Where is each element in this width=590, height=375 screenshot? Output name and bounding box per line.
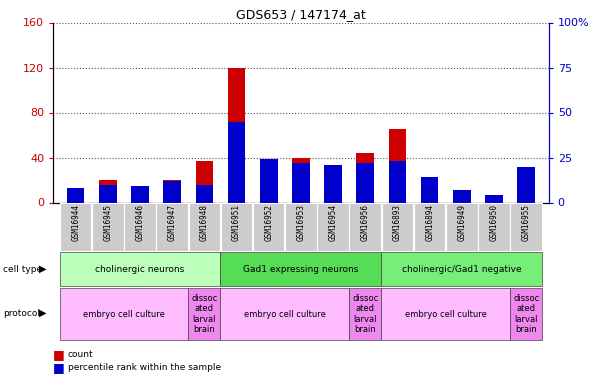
- Bar: [189, 203, 220, 251]
- Bar: [99, 180, 117, 203]
- Bar: [389, 161, 407, 202]
- Bar: [324, 165, 342, 202]
- Bar: [356, 163, 374, 202]
- Text: GSM16949: GSM16949: [457, 204, 466, 241]
- Text: dissoc
ated
larval
brain: dissoc ated larval brain: [352, 294, 378, 334]
- Text: GSM16951: GSM16951: [232, 204, 241, 241]
- Bar: [92, 203, 123, 251]
- Text: GSM16954: GSM16954: [329, 204, 337, 241]
- Bar: [60, 288, 188, 340]
- Text: cell type: cell type: [3, 265, 42, 274]
- Text: ▶: ▶: [39, 264, 46, 274]
- Bar: [131, 186, 149, 202]
- Bar: [60, 203, 91, 251]
- Bar: [221, 203, 253, 251]
- Bar: [324, 165, 342, 202]
- Bar: [317, 203, 349, 251]
- Bar: [195, 184, 213, 202]
- Text: ■: ■: [53, 348, 65, 361]
- Bar: [421, 180, 438, 203]
- Bar: [389, 129, 407, 203]
- Bar: [131, 191, 149, 202]
- Bar: [163, 180, 181, 203]
- Bar: [221, 252, 381, 286]
- Text: GSM16956: GSM16956: [360, 204, 370, 241]
- Bar: [478, 203, 510, 251]
- Title: GDS653 / 147174_at: GDS653 / 147174_at: [236, 8, 366, 21]
- Text: embryo cell culture: embryo cell culture: [405, 310, 487, 319]
- Bar: [453, 190, 471, 202]
- Text: GSM16955: GSM16955: [522, 204, 530, 241]
- Bar: [260, 161, 277, 202]
- Bar: [156, 203, 188, 251]
- Bar: [124, 203, 156, 251]
- Bar: [60, 252, 221, 286]
- Text: ▶: ▶: [39, 308, 46, 318]
- Bar: [188, 288, 221, 340]
- Bar: [99, 184, 117, 202]
- Bar: [292, 158, 310, 203]
- Text: GSM16944: GSM16944: [71, 204, 80, 241]
- Bar: [382, 203, 413, 251]
- Bar: [285, 203, 317, 251]
- Text: cholinergic/Gad1 negative: cholinergic/Gad1 negative: [402, 265, 522, 274]
- Text: GSM16952: GSM16952: [264, 204, 273, 241]
- Bar: [253, 203, 284, 251]
- Bar: [195, 161, 213, 202]
- Text: dissoc
ated
larval
brain: dissoc ated larval brain: [513, 294, 539, 334]
- Text: GSM16948: GSM16948: [200, 204, 209, 241]
- Text: embryo cell culture: embryo cell culture: [244, 310, 326, 319]
- Text: GSM16946: GSM16946: [136, 204, 145, 241]
- Text: cholinergic neurons: cholinergic neurons: [96, 265, 185, 274]
- Bar: [349, 288, 381, 340]
- Bar: [453, 196, 471, 202]
- Bar: [485, 195, 503, 202]
- Bar: [414, 203, 445, 251]
- Text: GSM16950: GSM16950: [490, 204, 499, 241]
- Text: percentile rank within the sample: percentile rank within the sample: [68, 363, 221, 372]
- Text: GSM16945: GSM16945: [103, 204, 112, 241]
- Bar: [228, 122, 245, 202]
- Bar: [260, 159, 277, 202]
- Bar: [356, 153, 374, 203]
- Text: Gad1 expressing neurons: Gad1 expressing neurons: [243, 265, 359, 274]
- Text: ■: ■: [53, 361, 65, 374]
- Text: GSM16947: GSM16947: [168, 204, 176, 241]
- Bar: [446, 203, 477, 251]
- Text: embryo cell culture: embryo cell culture: [83, 310, 165, 319]
- Bar: [485, 199, 503, 202]
- Text: GSM16893: GSM16893: [393, 204, 402, 241]
- Bar: [517, 182, 535, 203]
- Bar: [510, 203, 542, 251]
- Bar: [67, 188, 84, 202]
- Text: GSM16894: GSM16894: [425, 204, 434, 241]
- Text: GSM16953: GSM16953: [296, 204, 306, 241]
- Text: count: count: [68, 350, 93, 359]
- Bar: [510, 288, 542, 340]
- Bar: [381, 252, 542, 286]
- Bar: [67, 195, 84, 202]
- Bar: [163, 181, 181, 203]
- Bar: [228, 68, 245, 203]
- Bar: [292, 163, 310, 202]
- Text: protocol: protocol: [3, 309, 40, 318]
- Bar: [221, 288, 349, 340]
- Bar: [349, 203, 381, 251]
- Bar: [381, 288, 510, 340]
- Text: dissoc
ated
larval
brain: dissoc ated larval brain: [191, 294, 218, 334]
- Bar: [517, 166, 535, 202]
- Bar: [421, 177, 438, 203]
